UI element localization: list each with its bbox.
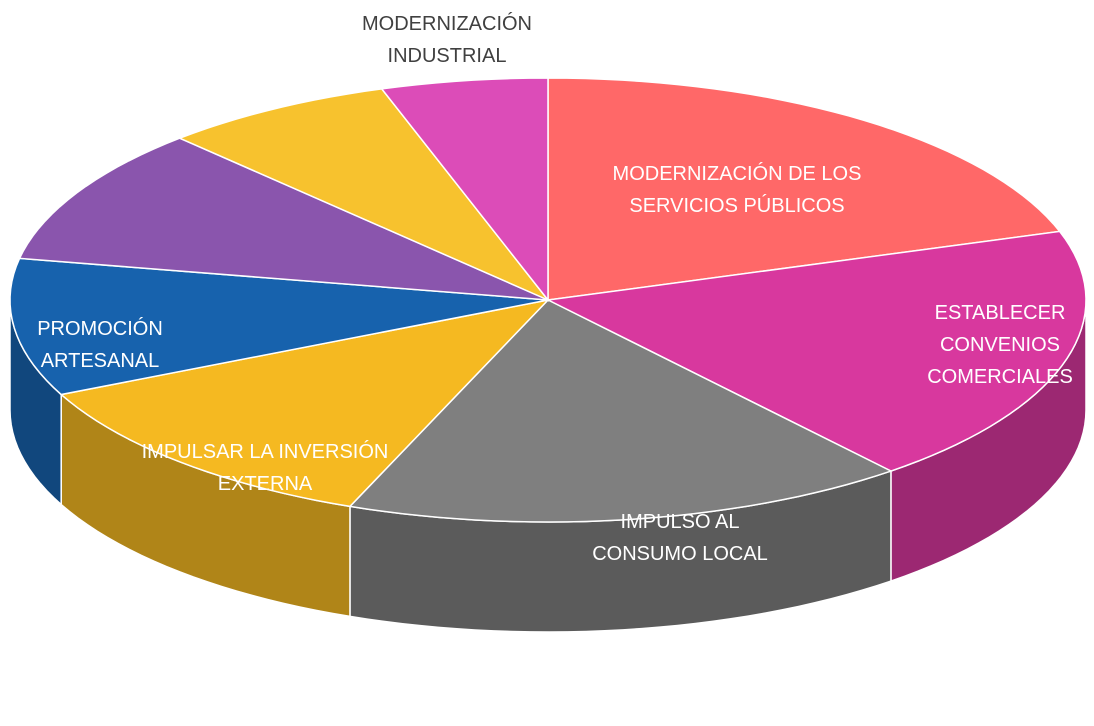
slice: [348, 299, 893, 523]
slice-label: MODERNIZACIÓN DE LOS SERVICIOS PÚBLICOS: [612, 163, 862, 217]
slice: [380, 77, 549, 303]
slice-label: ESTABLECER CONVENIOS COMERCIALES: [927, 302, 1073, 388]
slice: [177, 88, 549, 301]
slice-label: IMPULSAR LA INVERSIÓN EXTERNA: [141, 441, 389, 495]
slice-label: MODERNIZACIÓN INDUSTRIAL: [362, 13, 532, 67]
slice: [9, 257, 549, 396]
slice-label: IMPULSO AL CONSUMO LOCAL: [592, 511, 768, 565]
slice-label: PROMOCIÓN ARTESANAL: [37, 318, 163, 372]
slice: [547, 77, 1062, 301]
slice: [18, 137, 549, 301]
slice-tops: [9, 77, 1087, 523]
slice: [545, 230, 1087, 472]
slice: [59, 298, 551, 508]
